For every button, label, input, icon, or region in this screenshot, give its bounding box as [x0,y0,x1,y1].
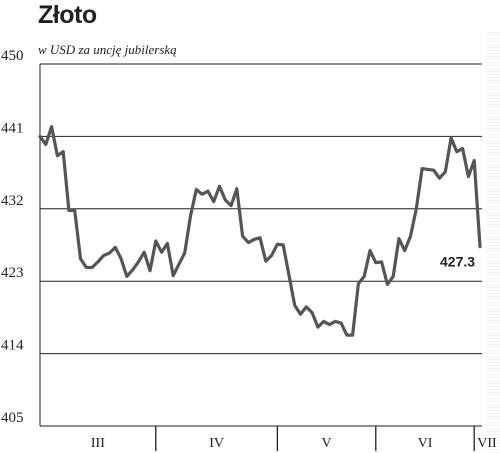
y-tick-label-441: 441 [1,120,24,136]
last-value-label: 427.3 [440,254,475,270]
y-tick-label-405: 405 [1,410,24,426]
x-tick-label-IV: IV [209,436,224,451]
chart-title: Złoto [38,1,97,29]
y-tick-label-423: 423 [1,265,24,281]
x-tick-label-V: V [322,436,332,451]
chart-subtitle: w USD za uncję jubilerską [38,42,177,57]
y-tick-label-414: 414 [1,338,24,354]
x-tick-label-VI: VI [418,436,433,451]
y-tick-label-432: 432 [1,193,24,209]
price-line [38,125,482,337]
page-edge-decoration [487,30,500,453]
x-tick-label-III: III [91,436,105,451]
y-tick-label-450: 450 [1,48,24,64]
x-tick-label-VII: VII [477,436,497,451]
